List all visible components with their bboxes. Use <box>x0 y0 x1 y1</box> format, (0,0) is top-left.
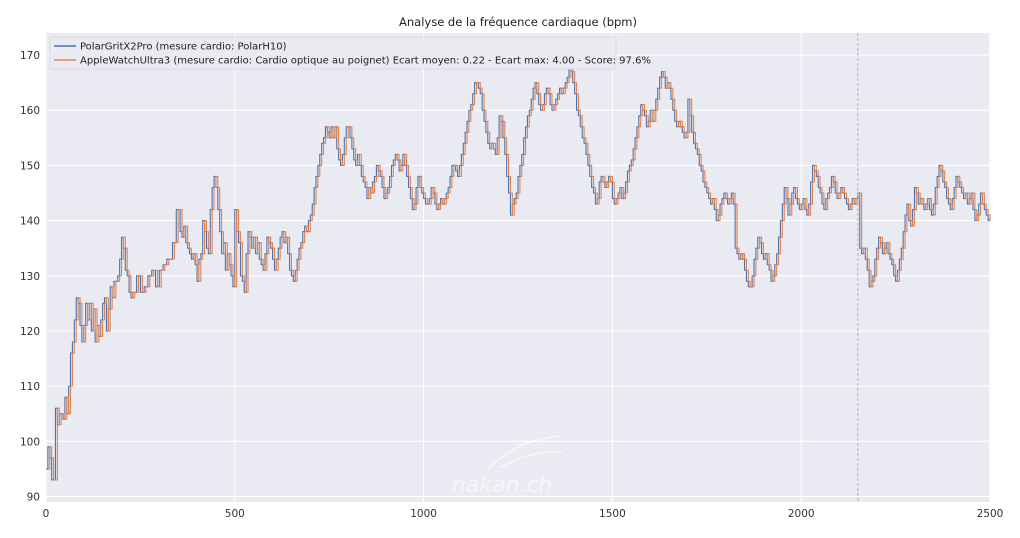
x-tick-label: 2000 <box>788 508 815 520</box>
x-tick-label: 2500 <box>977 508 1004 520</box>
x-tick-label: 0 <box>43 508 50 520</box>
y-tick-label: 100 <box>20 436 40 448</box>
x-tick-label: 500 <box>225 508 245 520</box>
y-tick-label: 130 <box>20 271 40 283</box>
x-tick-label: 1500 <box>599 508 626 520</box>
legend-label-0: PolarGritX2Pro (mesure cardio: PolarH10) <box>80 42 287 53</box>
y-tick-label: 120 <box>20 326 40 338</box>
watermark-swoosh <box>487 435 563 471</box>
series-layer <box>46 65 991 481</box>
chart-title: Analyse de la fréquence cardiaque (bpm) <box>399 15 637 29</box>
y-tick-label: 160 <box>20 105 40 117</box>
axis-ticks: 0 500 1000 1500 2000 2500 90 100 110 120 130 140 150… <box>20 50 1003 520</box>
y-tick-label: 140 <box>20 216 40 228</box>
plot-area <box>46 33 990 502</box>
x-tick-label: 1000 <box>410 508 437 520</box>
legend-box <box>49 36 617 70</box>
series-line-1 <box>47 65 991 481</box>
y-tick-label: 150 <box>20 160 40 172</box>
watermark-text: nakan.ch <box>452 473 553 498</box>
legend-label-1: AppleWatchUltra3 (mesure cardio: Cardio … <box>80 56 651 67</box>
legend: PolarGritX2Pro (mesure cardio: PolarH10)… <box>49 36 651 70</box>
y-tick-label: 170 <box>20 50 40 62</box>
y-tick-label: 110 <box>20 381 40 393</box>
watermark-logo: nakan.ch <box>452 435 563 498</box>
y-tick-label: 90 <box>27 491 40 503</box>
